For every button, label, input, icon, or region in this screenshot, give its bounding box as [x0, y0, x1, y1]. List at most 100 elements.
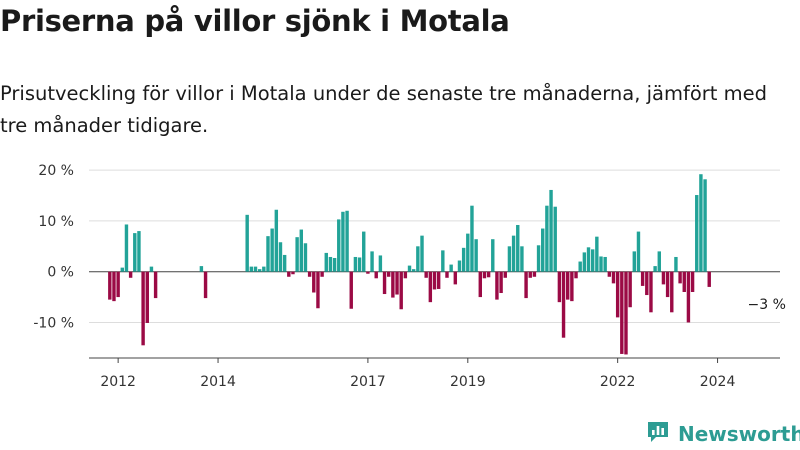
y-tick-label: 10 % — [38, 214, 74, 230]
bar — [511, 235, 516, 272]
bar — [507, 246, 512, 272]
bar — [557, 271, 562, 303]
bar — [570, 271, 574, 302]
bar — [653, 266, 657, 272]
bar — [270, 228, 274, 272]
bar — [449, 264, 453, 272]
bar — [457, 260, 462, 272]
bar — [686, 271, 691, 323]
bar — [699, 174, 703, 272]
bar — [649, 271, 653, 313]
bar — [453, 271, 458, 285]
bar — [703, 179, 707, 272]
bar — [624, 271, 628, 355]
bar — [337, 219, 341, 272]
y-tick-label: 0 % — [47, 265, 74, 281]
bar — [120, 267, 125, 272]
bar — [516, 224, 520, 272]
bar — [632, 251, 637, 272]
bar — [420, 235, 424, 272]
bar — [133, 233, 137, 272]
bar — [137, 231, 141, 272]
bar — [262, 266, 266, 272]
bar — [378, 255, 383, 272]
bar — [574, 271, 578, 279]
bar — [620, 271, 624, 354]
bar — [266, 236, 270, 272]
x-tick-label: 2022 — [600, 374, 636, 390]
bar — [661, 271, 666, 285]
bar — [590, 249, 595, 272]
bar — [499, 271, 503, 294]
bar — [291, 271, 295, 275]
bar — [387, 271, 391, 277]
bar — [682, 271, 686, 292]
bar — [345, 210, 349, 272]
bar — [307, 271, 312, 277]
bar — [578, 261, 582, 272]
bar — [470, 205, 474, 272]
bar — [524, 271, 528, 299]
bar — [561, 271, 566, 338]
bar — [603, 256, 607, 272]
bar — [486, 271, 491, 278]
bar — [407, 265, 412, 272]
bar — [332, 257, 337, 272]
bar — [582, 252, 587, 272]
bar — [257, 269, 262, 272]
bar — [328, 256, 333, 272]
bar — [382, 271, 387, 295]
x-tick-label: 2024 — [700, 374, 736, 390]
bar — [549, 189, 553, 272]
bar — [303, 243, 308, 272]
bar — [295, 237, 299, 272]
newsworthy-logo-icon — [646, 420, 670, 448]
bar — [395, 271, 399, 295]
bar — [528, 271, 532, 278]
bar — [245, 214, 249, 272]
bar — [341, 211, 345, 272]
bar — [436, 271, 441, 289]
bar — [411, 269, 416, 272]
bar — [203, 271, 208, 299]
bar — [707, 271, 711, 287]
bar — [141, 271, 145, 346]
bar — [441, 250, 445, 272]
bar — [636, 231, 641, 272]
bar — [353, 256, 358, 272]
page-subtitle: Prisutveckling för villor i Motala under… — [0, 82, 767, 137]
bar — [370, 251, 374, 272]
bar — [428, 271, 433, 303]
bar — [312, 271, 316, 293]
bar — [674, 256, 678, 272]
bar — [474, 239, 478, 272]
bar — [545, 205, 549, 272]
bar — [541, 228, 545, 272]
x-tick-label: 2012 — [100, 374, 136, 390]
bar — [282, 254, 287, 272]
bar — [299, 229, 304, 272]
bar — [199, 266, 204, 272]
bar — [108, 271, 112, 300]
bar — [532, 271, 537, 277]
bar — [128, 271, 133, 278]
bar — [112, 271, 116, 302]
bar — [595, 236, 599, 272]
bar — [657, 251, 661, 272]
bar — [599, 256, 603, 272]
bar — [124, 224, 129, 272]
bar — [362, 231, 366, 272]
bar — [324, 252, 328, 272]
bar — [153, 271, 158, 299]
brand: Newsworthy — [646, 418, 800, 450]
bar — [503, 271, 507, 278]
bar — [399, 271, 403, 310]
bar — [665, 271, 670, 298]
bar — [366, 271, 370, 274]
bar — [495, 271, 499, 300]
brand-name: Newsworthy — [678, 422, 800, 446]
bar — [607, 271, 612, 277]
bar — [357, 257, 362, 272]
bar — [349, 271, 353, 309]
bar — [374, 271, 378, 279]
